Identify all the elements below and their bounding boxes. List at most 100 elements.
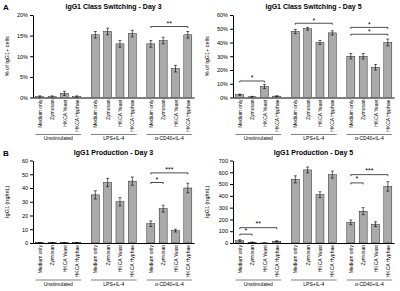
tick-label: HKCA Hyphae: [329, 245, 335, 277]
tick-label: HKCA Yeast: [317, 244, 323, 272]
group-label: LPS+IL-4: [103, 135, 124, 141]
bar: [36, 96, 44, 97]
x-tick: Zymosan: [305, 245, 311, 266]
tick-label: 15%: [17, 33, 28, 39]
tick-label: HKCA Yeast: [62, 244, 68, 272]
x-tick: HKCA Yeast: [117, 99, 123, 127]
tick-label: Zymosan: [360, 245, 366, 266]
x-tick: HKCA Yeast: [317, 244, 323, 272]
tick-label: Medium only: [92, 99, 98, 128]
tick-label: HKCA Yeast: [317, 99, 323, 127]
significance-label: ***: [365, 167, 373, 174]
tick-mark: [30, 56, 33, 57]
x-tick: Zymosan: [249, 99, 255, 120]
x-tick: Medium only: [148, 99, 154, 128]
group-label: LPS+IL-4: [103, 281, 124, 287]
y-tick: 0: [225, 240, 233, 246]
tick-label: Zymosan: [160, 245, 166, 266]
tick-mark: [230, 56, 233, 57]
y-tick: 20%: [217, 67, 233, 73]
error-bar: [349, 54, 352, 60]
panel: 0100200300400500600700Medium onlyZymosan…: [204, 149, 395, 287]
tick-mark: [30, 77, 33, 78]
error-bar: [75, 96, 78, 98]
x-tick: HKCA Yeast: [173, 244, 179, 272]
error-bar: [318, 192, 321, 198]
group-label: Unstimulated: [44, 281, 73, 287]
y-axis-title: % of IgG1+ cells: [204, 36, 210, 76]
x-tick: Zymosan: [249, 245, 255, 266]
significance-label: *: [245, 227, 248, 234]
error-bar: [38, 96, 41, 98]
annotations: ****: [156, 166, 174, 183]
y-tick: 60%: [217, 12, 233, 18]
tick-label: 500: [219, 181, 228, 187]
bar: [36, 242, 44, 243]
tick-label: 600: [219, 170, 228, 176]
error-bar: [349, 220, 352, 225]
error-bar: [186, 32, 189, 39]
y-tick: 400: [219, 193, 233, 199]
bar: [273, 96, 281, 97]
group-label: Unstimulated: [244, 281, 273, 287]
x-tick: Medium only: [92, 245, 98, 274]
panel-label: A: [3, 3, 9, 12]
x-tick: Zymosan: [360, 99, 366, 120]
significance-line: [240, 234, 252, 235]
error-bar: [386, 39, 389, 46]
tick-label: 30%: [217, 54, 228, 60]
x-tick: Medium only: [148, 245, 154, 274]
y-tick: 10%: [217, 81, 233, 87]
tick-label: HKCA Hyphae: [274, 99, 280, 131]
bar: [291, 179, 299, 243]
bar: [384, 186, 392, 243]
y-tick: 300: [219, 205, 233, 211]
y-tick: 0%: [220, 95, 233, 101]
y-tick: 30%: [217, 54, 233, 60]
group-labels: UnstimulatedLPS+IL-4α-CD40+IL-4: [35, 135, 192, 142]
y-axis-title: IgG1 (ng/mL): [204, 185, 210, 218]
bar: [60, 242, 68, 243]
x-tick: Zymosan: [305, 99, 311, 120]
plot-area: [236, 167, 392, 243]
group-labels: UnstimulatedLPS+IL-4α-CD40+IL-4: [235, 280, 392, 287]
y-axis: 0100200300400500600700: [219, 158, 234, 247]
bar: [48, 96, 56, 97]
tick-label: Zymosan: [305, 245, 311, 266]
bar: [159, 209, 167, 243]
group-label: LPS+IL-4: [303, 281, 324, 287]
x-tick: HKCA Hyphae: [129, 99, 135, 131]
y-tick: 15%: [17, 33, 33, 39]
annotations: *******: [245, 167, 374, 234]
tick-label: HKCA Yeast: [262, 99, 268, 127]
x-tick: HKCA Hyphae: [329, 245, 335, 277]
tick-mark: [30, 161, 33, 162]
group-labels: Unstimulated LPS+IL-4 α-CD40+IL-4: [35, 280, 192, 287]
group-label: Unstimulated: [44, 135, 73, 141]
bar: [291, 32, 299, 98]
bar: [171, 69, 179, 98]
y-tick: 600: [219, 170, 233, 176]
tick-mark: [30, 15, 33, 16]
error-bar: [251, 96, 254, 98]
tick-label: HKCA Hyphae: [385, 99, 391, 131]
group-label: α-CD40+IL-4: [155, 281, 184, 287]
tick-label: 40: [22, 185, 28, 191]
error-bar: [162, 37, 165, 44]
bar: [328, 175, 336, 243]
error-bar: [306, 27, 309, 30]
tick-label: HKCA Hyphae: [185, 99, 191, 131]
tick-mark: [230, 98, 233, 99]
tick-label: Medium only: [348, 245, 354, 274]
bar: [128, 34, 136, 98]
tick-label: HKCA Yeast: [373, 244, 379, 272]
significance-label: *: [368, 28, 371, 35]
significance-label: ***: [165, 166, 173, 173]
axis-line: [233, 16, 234, 99]
tick-label: 0: [25, 240, 28, 246]
bar: [304, 29, 312, 98]
error-bar: [294, 29, 297, 33]
y-tick: 700: [219, 158, 233, 164]
x-tick: Medium only: [37, 245, 43, 274]
tick-label: 30: [22, 199, 28, 205]
